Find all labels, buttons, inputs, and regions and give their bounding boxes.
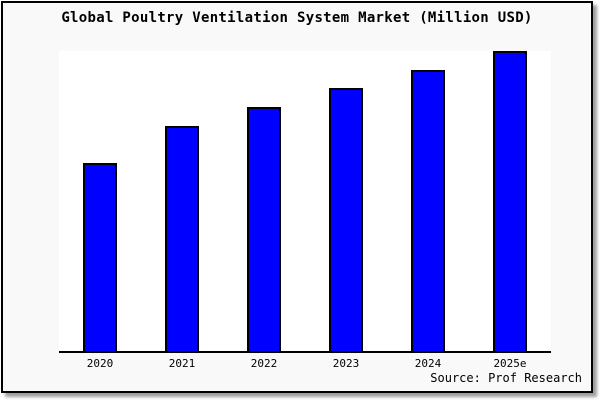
bar-2020 [83,163,117,351]
x-axis-line [59,351,551,353]
bar-slot-2022 [223,51,305,351]
plot-area [59,51,551,351]
bar-2024 [411,70,445,351]
x-tick-2024: 2024 [414,357,442,370]
bar-slot-2023 [305,51,387,351]
chart-panel: Global Poultry Ventilation System Market… [1,1,593,393]
plot-wrap [59,51,551,353]
bar-2021 [165,126,199,351]
bar-slot-2020 [59,51,141,351]
x-tick-2023: 2023 [332,357,360,370]
bar-slot-2025e [469,51,551,351]
chart-title: Global Poultry Ventilation System Market… [61,10,533,26]
x-tick-2022: 2022 [250,357,278,370]
x-tick-2020: 2020 [86,357,114,370]
x-tick-2025e: 2025e [493,357,527,370]
x-tick-2021: 2021 [168,357,196,370]
bar-slot-2024 [387,51,469,351]
bar-slot-2021 [141,51,223,351]
source-note: Source: Prof Research [430,371,582,385]
bar-2025e [493,51,527,351]
bar-2023 [329,88,363,351]
x-axis-ticks: 2020 2021 2022 2023 2024 2025e [59,357,551,370]
bar-2022 [247,107,281,351]
